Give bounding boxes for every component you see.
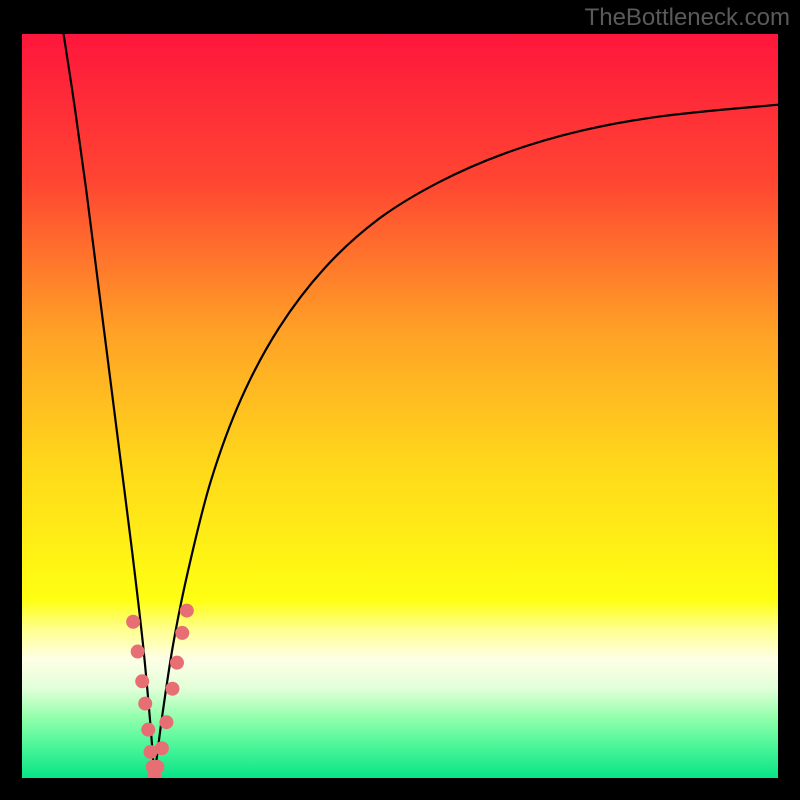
marker-dot [150,760,164,774]
marker-dot [170,656,184,670]
marker-dot [138,697,152,711]
marker-dot [126,615,140,629]
marker-dot [180,604,194,618]
marker-dot [135,674,149,688]
chart-svg [0,0,800,800]
marker-dot [159,715,173,729]
marker-dot [175,626,189,640]
marker-dot [155,741,169,755]
marker-dot [131,645,145,659]
chart-canvas: TheBottleneck.com [0,0,800,800]
plot-background [22,34,778,778]
marker-dot [165,682,179,696]
marker-dot [141,723,155,737]
